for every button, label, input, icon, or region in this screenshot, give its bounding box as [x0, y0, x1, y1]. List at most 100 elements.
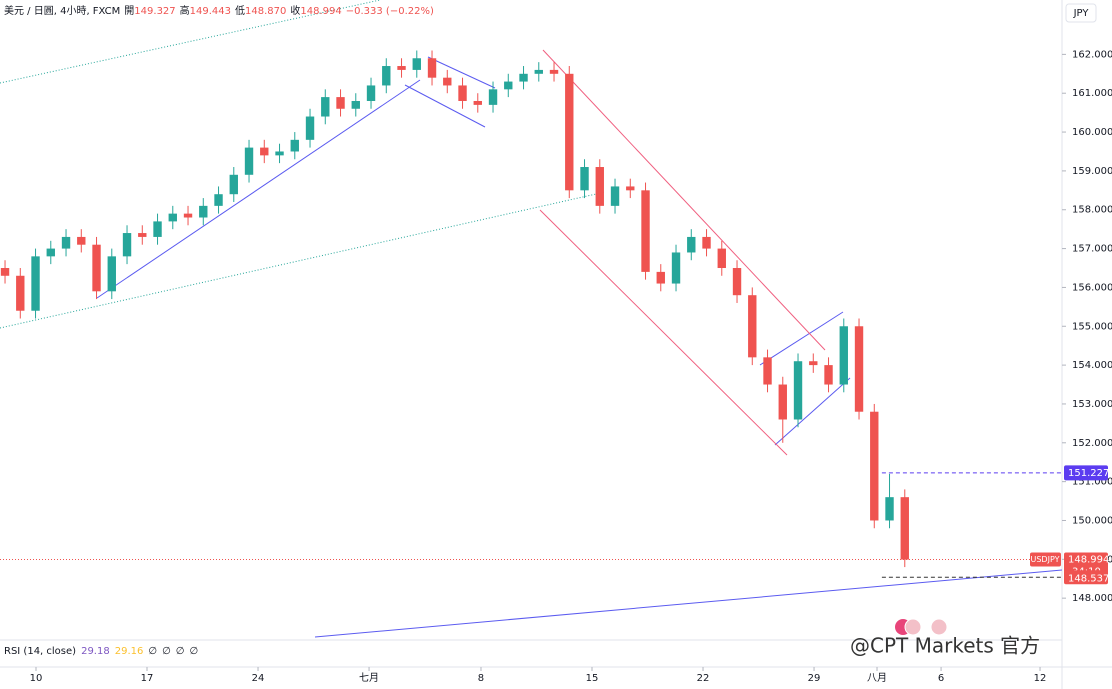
trend-line [0, 0, 381, 84]
candle-body [305, 116, 315, 140]
indicator-name: RSI (14, close) [4, 646, 76, 657]
candle-body [382, 66, 391, 86]
candle-body [870, 411, 879, 521]
candle-body [473, 100, 482, 105]
candle-body [107, 256, 116, 292]
candle-body [549, 69, 559, 74]
candle-body [504, 81, 513, 90]
candle-body [0, 268, 10, 276]
x-tick-label: 8 [478, 673, 484, 684]
candle-body [717, 248, 726, 269]
candle-body [702, 236, 711, 249]
candle-body [443, 77, 452, 86]
indicator-row: RSI (14, close) 29.18 29.16 ∅ ∅ ∅ ∅ [4, 646, 198, 657]
drawings [0, 0, 1063, 638]
y-tick-label: 160.000 [1072, 127, 1112, 138]
candle-body [824, 365, 833, 385]
candle-body [885, 497, 894, 521]
candle-body [397, 66, 406, 70]
ohlc-label: 低 [235, 4, 245, 17]
x-tick-label: 七月 [359, 672, 379, 684]
price-label: 148.537 [1068, 573, 1109, 584]
x-tick-label: 17 [141, 673, 154, 684]
trend-line [427, 56, 496, 89]
candle-body [610, 186, 620, 206]
candle-body [77, 236, 86, 245]
trend-line [759, 311, 844, 366]
trend-line [404, 84, 486, 128]
x-tick-label: 29 [808, 673, 821, 684]
indicator-value: ∅ [162, 646, 171, 657]
candle-body [275, 151, 284, 156]
candle-body [519, 73, 528, 82]
indicator-value: ∅ [190, 646, 199, 657]
trend-line [96, 79, 421, 299]
ohlc-value: 148.870 [245, 6, 286, 17]
candle-body [366, 85, 376, 101]
candle-body [748, 295, 757, 358]
y-tick-label: 158.000 [1072, 205, 1112, 216]
candle-body [732, 268, 742, 296]
candle-body [427, 58, 437, 78]
indicator-value: 29.18 [81, 646, 110, 657]
currency-box [1065, 3, 1097, 23]
candle-body [580, 167, 589, 191]
x-tick-label: 10 [30, 673, 43, 684]
indicator-value: 29.16 [115, 646, 144, 657]
y-tick-label: 152.000 [1072, 438, 1112, 449]
y-tick-label: 154.000 [1072, 360, 1112, 371]
y-tick-label: 151.000 [1072, 477, 1112, 488]
trend-line [314, 569, 1063, 638]
candle-body [763, 357, 772, 385]
price-label-box [1064, 570, 1108, 585]
channel-line [542, 49, 826, 351]
candle-body [778, 384, 787, 420]
candle-body [16, 275, 25, 311]
candle-body [61, 236, 71, 249]
candle-body [687, 236, 696, 253]
event-icon [904, 618, 922, 636]
y-tick-label: 162.000 [1072, 49, 1112, 60]
candle-body [641, 190, 650, 272]
change: −0.333 (−0.22%) [346, 6, 434, 17]
candle-body [92, 244, 101, 292]
candle-body [199, 205, 208, 218]
candle-body [839, 326, 848, 385]
candle-body [854, 326, 864, 412]
candle-body [214, 194, 223, 206]
x-tick-label: 八月 [867, 672, 887, 684]
candle-body [656, 271, 665, 284]
candle-body [809, 361, 818, 366]
y-tick-label: 159.000 [1072, 166, 1112, 177]
y-tick-label: 148.000 [1072, 593, 1112, 604]
candle-body [336, 97, 345, 109]
price-label: 148.994 [1068, 555, 1109, 566]
candle-body [458, 85, 467, 101]
candle-body [793, 361, 803, 420]
y-tick-label: 156.000 [1072, 282, 1112, 293]
symbol-label: USDJPY [1031, 555, 1060, 564]
x-tick-label: 24 [252, 673, 265, 684]
candle-body [488, 89, 498, 105]
watermark: @CPT Markets 官方 [850, 634, 1040, 658]
y-tick-label: 157.000 [1072, 244, 1112, 255]
candle-body [534, 69, 543, 74]
ohlc-label: 開 [124, 5, 134, 17]
candle-body [671, 252, 681, 284]
y-tick-label: 153.000 [1072, 399, 1112, 410]
indicator-value: ∅ [176, 646, 185, 657]
candle-body [565, 73, 574, 191]
candle-body [168, 213, 177, 222]
ohlc-label: 高 [180, 4, 190, 17]
candle-body [626, 186, 635, 191]
symbol-tag [1030, 552, 1061, 567]
ohlc-value: 149.443 [190, 6, 231, 17]
candle-body [229, 174, 238, 195]
candle-body [31, 256, 40, 311]
event-icon [930, 618, 948, 636]
x-tick-label: 22 [697, 673, 710, 684]
x-tick-label: 12 [1034, 673, 1047, 684]
candle-body [46, 248, 55, 257]
